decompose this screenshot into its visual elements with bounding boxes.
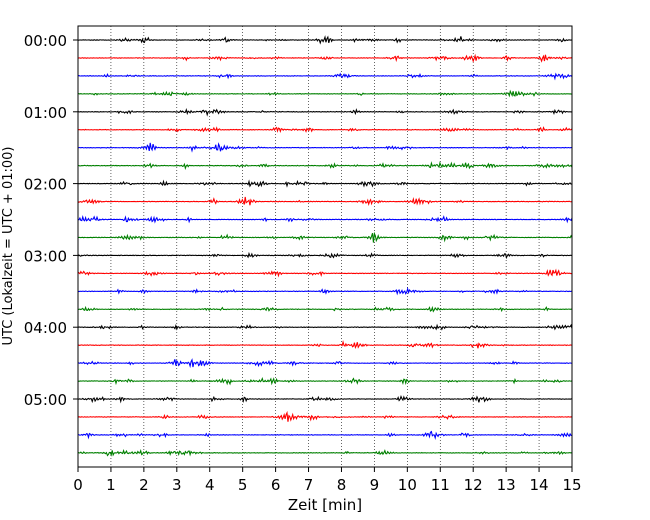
y-tick-label-00:00: 00:00 xyxy=(24,32,67,50)
y-tick-label-02:00: 02:00 xyxy=(24,176,67,194)
trace-1 xyxy=(77,53,573,63)
trace-19 xyxy=(77,377,573,386)
x-tick-label-12: 12 xyxy=(464,476,483,494)
y-tick-label-04:00: 04:00 xyxy=(24,319,67,337)
trace-13 xyxy=(77,268,573,278)
x-axis-ticks: 0 1 2 3 4 5 6 7 8 9 10 11 12 13 14 15 xyxy=(73,467,582,494)
x-tick-label-8: 8 xyxy=(337,476,347,494)
trace-8 xyxy=(77,179,573,188)
x-tick-label-6: 6 xyxy=(271,476,281,494)
trace-11 xyxy=(77,231,573,243)
y-axis-label: UTC (Lokalzeit = UTC + 01:00) xyxy=(1,147,16,346)
trace-10 xyxy=(77,215,573,224)
x-axis-label: Zeit [min] xyxy=(288,496,362,514)
trace-0 xyxy=(77,35,573,45)
x-tick-label-0: 0 xyxy=(73,476,83,494)
trace-21 xyxy=(77,410,573,422)
trace-15 xyxy=(77,305,573,313)
x-tick-label-1: 1 xyxy=(106,476,116,494)
trace-16 xyxy=(77,323,573,331)
trace-23 xyxy=(77,449,573,457)
y-axis-ticks: 00:00 01:00 02:00 03:00 04:00 05:00 xyxy=(24,32,78,409)
y-tick-label-05:00: 05:00 xyxy=(24,391,67,409)
x-tick-label-9: 9 xyxy=(370,476,380,494)
trace-20 xyxy=(77,395,573,404)
x-tick-label-5: 5 xyxy=(238,476,248,494)
x-tick-label-15: 15 xyxy=(562,476,581,494)
seismogram-traces xyxy=(77,35,573,457)
x-tick-label-11: 11 xyxy=(431,476,450,494)
x-tick-label-3: 3 xyxy=(172,476,182,494)
y-tick-label-03:00: 03:00 xyxy=(24,247,67,265)
trace-5 xyxy=(77,126,573,134)
trace-3 xyxy=(77,89,573,98)
x-tick-label-10: 10 xyxy=(398,476,417,494)
x-tick-label-13: 13 xyxy=(497,476,516,494)
x-tick-label-4: 4 xyxy=(205,476,215,494)
trace-22 xyxy=(77,430,573,440)
trace-18 xyxy=(77,358,573,369)
x-tick-label-14: 14 xyxy=(530,476,549,494)
trace-7 xyxy=(77,161,573,170)
x-tick-label-2: 2 xyxy=(139,476,149,494)
trace-14 xyxy=(77,286,573,296)
trace-17 xyxy=(77,340,573,349)
plot-frame xyxy=(77,25,573,468)
x-tick-label-7: 7 xyxy=(304,476,314,494)
y-tick-label-01:00: 01:00 xyxy=(24,104,67,122)
trace-12 xyxy=(77,251,573,260)
trace-6 xyxy=(77,142,573,153)
trace-2 xyxy=(77,72,573,81)
trace-4 xyxy=(77,108,573,117)
trace-9 xyxy=(77,196,573,206)
